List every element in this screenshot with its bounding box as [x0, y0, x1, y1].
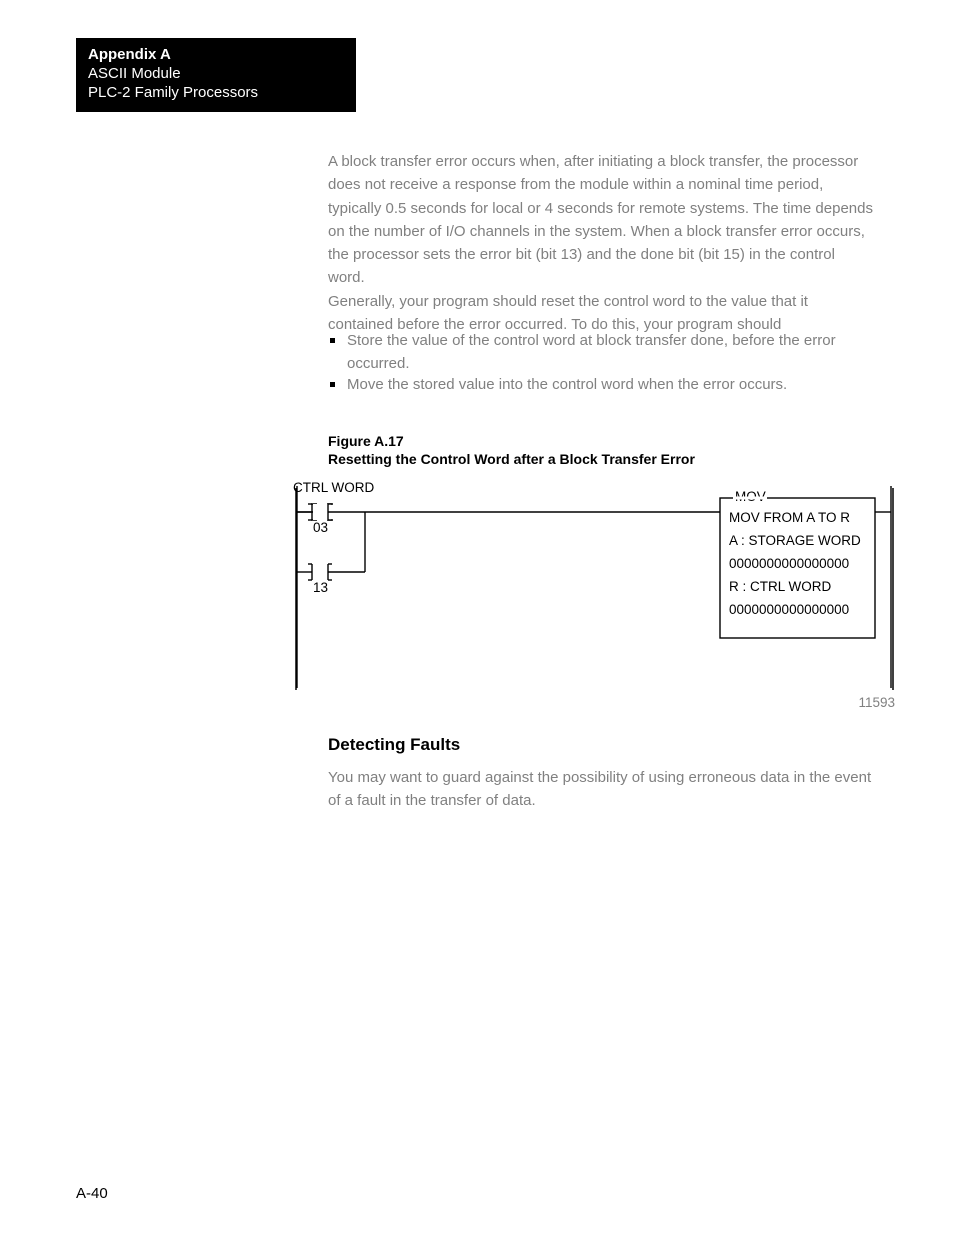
paragraph-1: A block transfer error occurs when, afte… — [328, 150, 873, 290]
header-line1: ASCII Module — [88, 65, 344, 84]
bullet-1 — [330, 338, 335, 343]
appendix-title: Appendix A — [88, 46, 344, 65]
bullet-1-text: Store the value of the control word at b… — [347, 329, 867, 376]
bullet-2-text: Move the stored value into the control w… — [347, 373, 867, 396]
section-detecting-faults: Detecting Faults — [328, 735, 460, 755]
bullet-2 — [330, 382, 335, 387]
diagram-lines — [295, 480, 895, 700]
ladder-diagram: CTRL WORD 03 13 MOV MOV FROM A TO R A : … — [295, 480, 895, 700]
figure-number: Figure A.17 — [328, 432, 404, 451]
figure-title: Resetting the Control Word after a Block… — [328, 450, 695, 469]
paragraph-3: You may want to guard against the possib… — [328, 766, 873, 813]
header-line2: PLC-2 Family Processors — [88, 84, 344, 103]
page-number: A-40 — [76, 1185, 108, 1202]
header-box: Appendix A ASCII Module PLC-2 Family Pro… — [76, 38, 356, 112]
